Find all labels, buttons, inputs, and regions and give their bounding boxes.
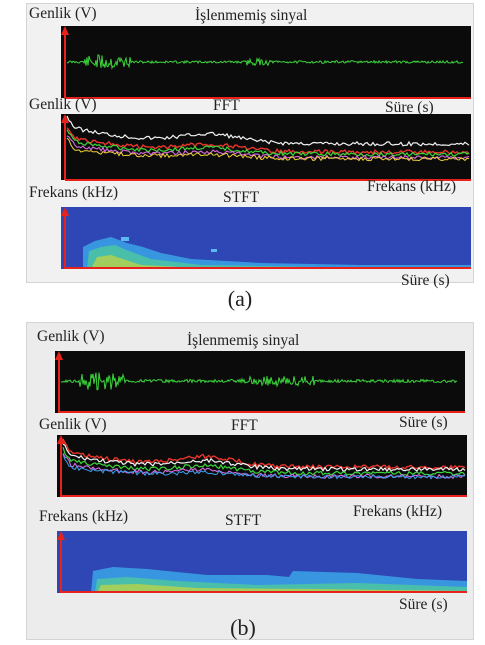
fft-trace-red [62, 438, 466, 470]
stft-title-b: STFT [225, 512, 262, 529]
figure-panel-a: Genlik (V) İşlenmemiş sinyal Genlik (V) … [26, 3, 474, 288]
fft-y-label-a: Genlik (V) [29, 96, 97, 113]
fft-trace-blue [62, 454, 466, 480]
raw-signal-plot-b [55, 351, 465, 413]
y-axis-arrow-icon [57, 531, 65, 540]
raw-signal-waveform [60, 372, 458, 391]
raw-signal-y-label-a: Genlik (V) [29, 5, 97, 22]
fft-title-b: FFT [231, 417, 258, 434]
fft-trace-white [62, 443, 466, 473]
caption-b: (b) [230, 615, 256, 640]
stft-plot-a [61, 207, 471, 269]
stft-title-a: STFT [223, 189, 260, 206]
raw-signal-waveform [66, 54, 464, 70]
fft-plot-a [61, 114, 471, 181]
fft-y-label-b: Genlik (V) [39, 416, 107, 433]
y-axis-arrow-icon [61, 26, 69, 35]
raw-signal-plot-a [61, 26, 471, 99]
fft-plot-b [57, 435, 467, 497]
raw-signal-y-label-b: Genlik (V) [37, 328, 105, 345]
fft-x-label-b: Frekans (kHz) [353, 503, 443, 520]
caption-a: (a) [227, 286, 253, 311]
fft-x-label-a: Frekans (kHz) [367, 178, 457, 195]
stft-energy-peak [97, 584, 467, 593]
y-axis-arrow-icon [61, 114, 69, 123]
y-axis-arrow-icon [61, 207, 69, 216]
raw-signal-title-b: İşlenmemiş sinyal [187, 332, 300, 349]
fft-trace-white [66, 115, 470, 147]
y-axis-arrow-icon [55, 351, 63, 360]
stft-x-label-b: Süre (s) [399, 596, 448, 613]
stft-energy-band [83, 237, 471, 269]
stft-energy-core [87, 245, 471, 269]
raw-signal-title-a: İşlenmemiş sinyal [195, 7, 308, 24]
stft-spot [211, 249, 217, 252]
fft-trace-magenta [66, 135, 470, 160]
stft-x-label-a: Süre (s) [401, 272, 450, 289]
raw-signal-x-label-b: Süre (s) [399, 414, 448, 431]
fft-title-a: FFT [213, 97, 240, 114]
figure-panel-b: Genlik (V) İşlenmemiş sinyal Genlik (V) … [26, 322, 474, 640]
fft-trace-yellow [66, 137, 470, 162]
y-axis-arrow-icon [57, 435, 65, 444]
stft-y-label-a: Frekans (kHz) [29, 184, 119, 201]
fft-trace-green [66, 129, 470, 158]
raw-signal-x-label-a: Süre (s) [385, 99, 434, 116]
stft-spot [121, 237, 129, 241]
stft-plot-b [57, 531, 467, 593]
fft-trace-red [66, 127, 470, 156]
fft-trace-green [62, 447, 466, 477]
stft-y-label-b: Frekans (kHz) [39, 508, 129, 525]
